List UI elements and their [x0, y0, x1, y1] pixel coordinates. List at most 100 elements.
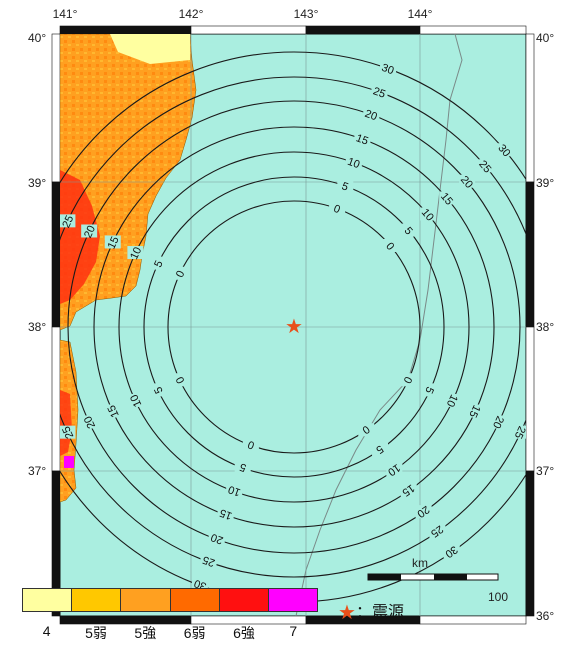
- contour-label-bg: [490, 415, 507, 429]
- contour-label-bg: [382, 239, 399, 253]
- contour-label-0: 0: [174, 375, 187, 386]
- contour-label-0: 0: [360, 423, 372, 436]
- lat-label-left-40: 40°: [28, 31, 46, 45]
- lat-label-right-38: 38°: [536, 320, 554, 334]
- scale-unit-label: km: [412, 556, 428, 570]
- contour-label-20: 20: [363, 108, 379, 123]
- contour-label-bg: [171, 266, 188, 280]
- frame-segment: [59, 25, 192, 35]
- contour-label-bg: [512, 425, 526, 439]
- contour-10: [118, 151, 470, 503]
- contour-label-15: 15: [466, 403, 482, 419]
- contour-0: [167, 200, 421, 454]
- contour-label-bg: [443, 545, 460, 559]
- contour-label-bg: [127, 393, 144, 407]
- contour-label-bg: [386, 463, 403, 477]
- contour-label-bg: [150, 383, 167, 397]
- scale-end-label: 100: [488, 590, 508, 604]
- contour-label-bg: [200, 554, 217, 568]
- contour-label-5: 5: [374, 442, 386, 455]
- intensity-labels: 4 5弱 5強 6弱 6強 7: [22, 623, 318, 643]
- contour-label-25: 25: [512, 424, 528, 440]
- contour-label-5: 5: [152, 385, 165, 396]
- contour-label-20: 20: [490, 414, 506, 430]
- contour-label-30: 30: [443, 543, 460, 560]
- axis-ticks: [51, 25, 535, 625]
- swatch-6-upper: [219, 589, 269, 611]
- contour-label-bg: [420, 207, 437, 221]
- intensity-swatch-bar: [22, 588, 318, 612]
- swatch-5-upper: [121, 589, 171, 611]
- contour-label-10: 10: [227, 483, 243, 498]
- distance-contours: 0000000555555510101010101010151515151515…: [38, 51, 551, 603]
- star-icon: ★: [338, 602, 356, 624]
- lat-label-left-37: 37°: [28, 464, 46, 478]
- contour-label-20: 20: [415, 503, 432, 520]
- frame-segment: [525, 470, 535, 617]
- contour-label-15: 15: [354, 132, 370, 147]
- contour-label-30: 30: [380, 62, 396, 77]
- land-south-high: [60, 390, 72, 456]
- contour-label-25: 25: [60, 214, 76, 230]
- frame-segment: [525, 326, 535, 472]
- lon-label-142: 142°: [179, 7, 204, 21]
- contour-label-10: 10: [444, 392, 460, 408]
- contour-label-bg: [60, 214, 76, 228]
- frame-segment: [51, 33, 61, 183]
- frame-segment: [51, 470, 61, 617]
- intensity-legend: 4 5弱 5強 6弱 6強 7: [18, 588, 340, 643]
- epicenter-legend: ★：震源: [338, 598, 404, 625]
- frame-segment: [419, 615, 527, 625]
- lon-label-141: 141°: [53, 7, 78, 21]
- contour-label-bg: [150, 256, 167, 270]
- contour-label-30: 30: [534, 435, 550, 451]
- contour-label-bg: [104, 235, 121, 249]
- lat-label-right-40: 40°: [536, 31, 554, 45]
- contour-label-15: 15: [106, 235, 122, 251]
- contour-label-bg: [81, 224, 98, 238]
- contour-label-bg: [400, 223, 417, 237]
- frame-segment: [51, 326, 61, 472]
- contour-label-bg: [535, 436, 551, 449]
- contour-label-bg: [421, 383, 438, 397]
- contour-label-20: 20: [209, 531, 225, 546]
- contour-label-30: 30: [38, 435, 54, 451]
- contour-label-20: 20: [82, 224, 98, 240]
- contour-label-bg: [439, 191, 456, 205]
- epicenter-legend-label: ：震源: [355, 604, 404, 621]
- contour-label-bg: [415, 505, 432, 519]
- contour-label-bg: [400, 373, 417, 387]
- contour-label-25: 25: [60, 424, 76, 440]
- frame-segment: [190, 25, 307, 35]
- contour-label-5: 5: [152, 259, 165, 270]
- contour-label-bg: [337, 179, 354, 193]
- lon-label-144: 144°: [408, 7, 433, 21]
- frame-segment: [525, 181, 535, 328]
- lat-label-right-39: 39°: [536, 176, 554, 190]
- contour-label-bg: [380, 61, 397, 75]
- contour-label-0: 0: [246, 438, 256, 451]
- contour-label-bg: [477, 159, 494, 173]
- contour-label-bg: [81, 415, 98, 429]
- contour-label-bg: [104, 404, 121, 418]
- contour-label-bg: [363, 107, 380, 121]
- scale-bar: km 100: [367, 556, 508, 604]
- contour-label-10: 10: [346, 156, 362, 171]
- contour-label-15: 15: [106, 403, 122, 419]
- swatch-4: [23, 589, 73, 611]
- intensity-label-6-lower: 6弱: [183, 625, 206, 641]
- contour-label-bg: [345, 155, 362, 169]
- contour-label-bg: [459, 174, 476, 188]
- contour-label-bg: [226, 484, 243, 498]
- land-north-outer: [110, 34, 190, 64]
- contour-label-bg: [171, 373, 188, 387]
- contour-label-25: 25: [371, 85, 387, 100]
- lat-label-left-39: 39°: [28, 176, 46, 190]
- frame-segment: [525, 33, 535, 183]
- contour-label-10: 10: [385, 461, 402, 478]
- contour-label-bg: [354, 132, 371, 146]
- contour-label-bg: [496, 143, 513, 157]
- contour-label-30: 30: [38, 203, 54, 219]
- intensity-label-6-upper: 6強: [233, 625, 255, 641]
